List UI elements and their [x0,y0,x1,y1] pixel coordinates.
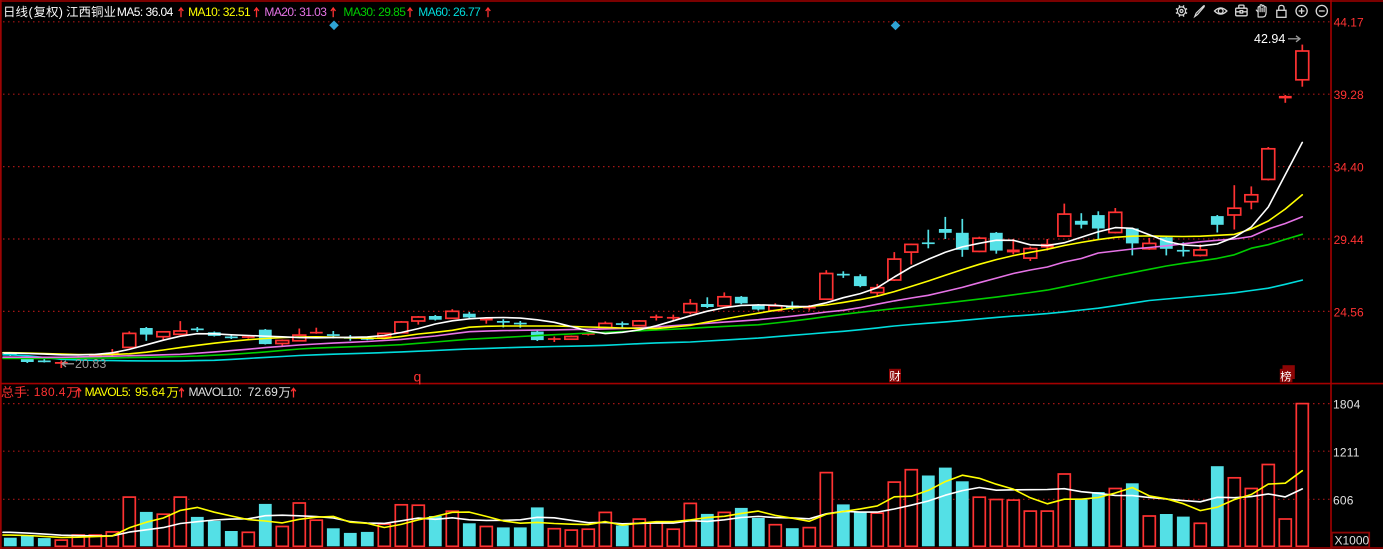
svg-text:MA20: 31.03: MA20: 31.03 [264,5,327,19]
svg-text::: : [26,385,29,399]
svg-text:95.64: 95.64 [135,385,165,399]
svg-text:MA30: 29.85: MA30: 29.85 [343,5,406,19]
svg-text:1211: 1211 [1333,445,1360,459]
svg-text:72.69: 72.69 [248,385,278,399]
svg-text:MA60: 26.77: MA60: 26.77 [418,5,481,19]
svg-text:20.83: 20.83 [75,357,106,371]
svg-text:MA5: 36.04: MA5: 36.04 [117,5,174,19]
svg-text:29.44: 29.44 [1334,233,1364,247]
svg-text:(: ( [29,5,34,19]
svg-text:606: 606 [1333,493,1354,507]
svg-text:MAVOL10:: MAVOL10: [189,385,242,399]
svg-text:1804: 1804 [1333,398,1361,412]
svg-text:X1000: X1000 [1335,533,1370,547]
svg-text:34.40: 34.40 [1334,161,1364,175]
svg-text:MAVOL5:: MAVOL5: [85,385,131,399]
svg-text:39.28: 39.28 [1334,88,1364,102]
svg-text:MA10: 32.51: MA10: 32.51 [188,5,251,19]
svg-text:180.4: 180.4 [34,385,66,399]
svg-text:44.17: 44.17 [1334,16,1364,30]
svg-text:24.56: 24.56 [1334,305,1364,319]
svg-text:q: q [414,369,422,385]
svg-text:42.94: 42.94 [1254,32,1285,46]
svg-text:): ) [59,5,63,19]
